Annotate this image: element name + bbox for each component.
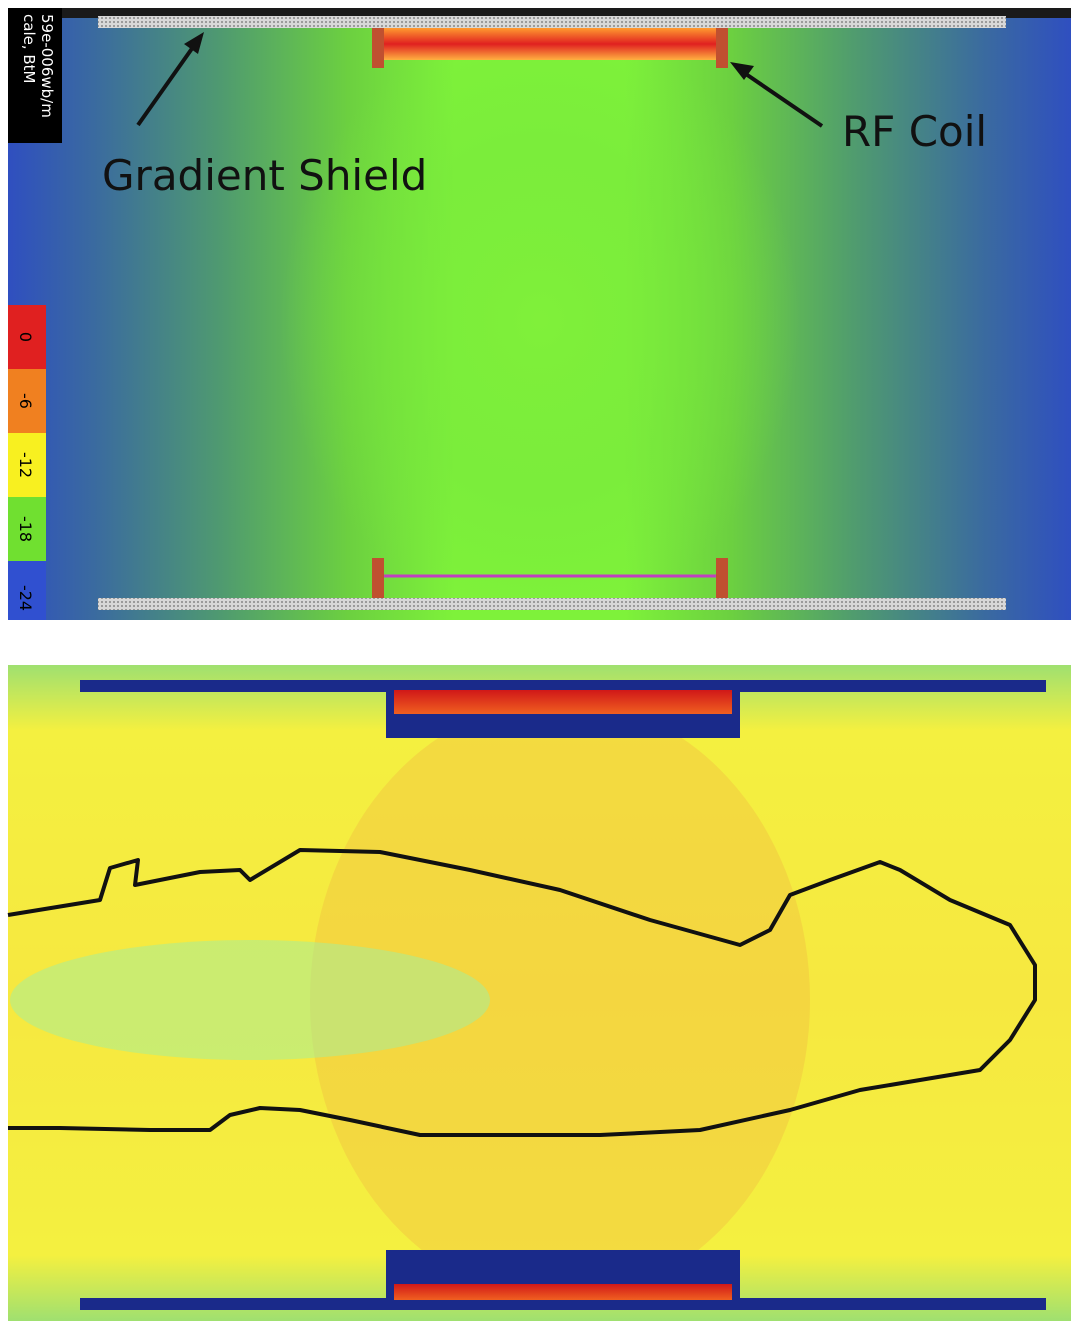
rf-coil <box>716 28 728 68</box>
scale-unit: 59e-006wb/m <box>38 14 56 118</box>
gradient-shield <box>98 598 1006 610</box>
scale-title: cale, BtM <box>20 14 38 84</box>
legend: 0 -6 -12 -18 -24 <box>8 305 46 620</box>
legend-label: -18 <box>16 516 35 542</box>
bottom-panel <box>8 665 1071 1321</box>
top-panel: cale, BtM 59e-006wb/m 0 -6 -12 -18 -24 G… <box>8 8 1071 620</box>
rf-coil-field <box>394 690 732 714</box>
rf-coil <box>716 558 728 598</box>
legend-label: -12 <box>16 452 35 478</box>
field-core <box>280 20 800 620</box>
legend-label: -6 <box>16 393 35 409</box>
body-field <box>10 940 490 1060</box>
legend-label: -24 <box>16 585 35 611</box>
annotation: Gradient Shield <box>102 151 427 200</box>
figure: cale, BtM 59e-006wb/m 0 -6 -12 -18 -24 G… <box>0 0 1071 1321</box>
legend-label: 0 <box>16 332 35 342</box>
rf-coil <box>372 28 384 68</box>
rf-coil-field <box>394 1284 732 1300</box>
annotation: RF Coil <box>842 107 987 156</box>
gradient-shield <box>98 16 1006 28</box>
rf-coil-field <box>378 28 722 60</box>
rf-coil <box>372 558 384 598</box>
